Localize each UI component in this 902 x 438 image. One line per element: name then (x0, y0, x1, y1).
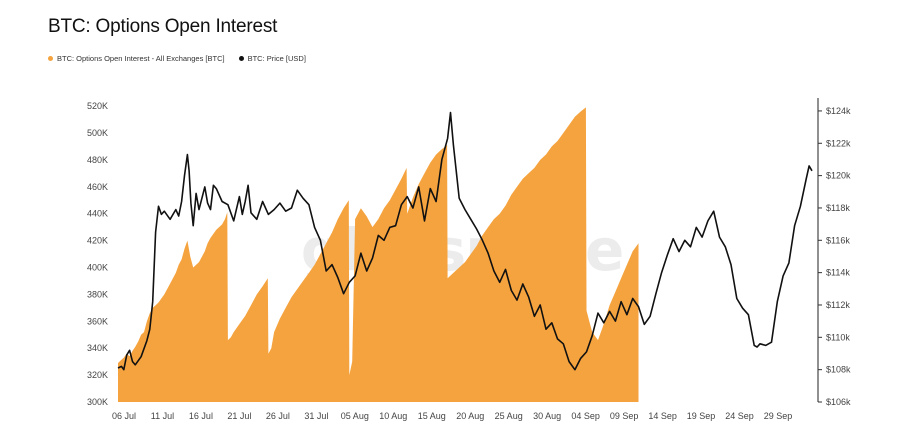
x-tick-label: 15 Aug (418, 411, 446, 421)
x-tick-label: 16 Jul (189, 411, 213, 421)
y-left-tick-label: 480K (87, 155, 108, 165)
y-left-tick-label: 340K (87, 343, 108, 353)
y-right-tick-label: $122k (826, 138, 851, 148)
price-line (117, 111, 813, 371)
legend-swatch-open-interest (48, 56, 53, 61)
y-left-tick-label: 380K (87, 289, 108, 299)
x-tick-label: 11 Jul (151, 411, 174, 421)
legend-item-price[interactable]: BTC: Price [USD] (238, 54, 306, 63)
y-right-tick-label: $120k (826, 171, 851, 181)
x-tick-label: 26 Jul (266, 411, 290, 421)
chart-title: BTC: Options Open Interest (48, 16, 278, 37)
y-left-tick-label: 420K (87, 236, 108, 246)
x-tick-label: 20 Aug (456, 411, 484, 421)
y-right-tick-label: $114k (826, 268, 850, 278)
x-tick-label: 04 Sep (571, 411, 600, 421)
x-tick-label: 25 Aug (495, 411, 523, 421)
y-left-tick-label: 440K (87, 209, 108, 219)
legend: BTC: Options Open Interest - All Exchang… (48, 54, 306, 63)
x-tick-label: 30 Aug (533, 411, 561, 421)
x-tick-label: 05 Aug (341, 411, 369, 421)
x-tick-label: 06 Jul (112, 411, 136, 421)
y-left-tick-label: 460K (87, 182, 108, 192)
legend-swatch-price (238, 56, 244, 61)
x-tick-label: 29 Sep (764, 411, 793, 421)
x-tick-label: 19 Sep (687, 411, 716, 421)
x-tick-label: 14 Sep (648, 411, 677, 421)
x-tick-label: 31 Jul (304, 411, 328, 421)
y-left-tick-label: 300K (87, 397, 108, 407)
y-left-tick-label: 520K (87, 101, 108, 111)
x-tick-label: 21 Jul (227, 411, 251, 421)
y-right-tick-label: $118k (826, 203, 850, 213)
y-left-tick-label: 500K (87, 128, 108, 138)
y-right-tick-label: $112k (826, 300, 850, 310)
y-left-tick-label: 320K (87, 370, 108, 380)
legend-label-open-interest: BTC: Options Open Interest - All Exchang… (57, 54, 225, 63)
x-axis: 06 Jul 11 Jul 16 Jul 21 Jul 26 Jul 31 Jul 05 A… (112, 411, 792, 421)
y-left-tick-label: 400K (87, 262, 108, 272)
y-right-tick-label: $116k (826, 235, 850, 245)
x-tick-label: 24 Sep (725, 411, 754, 421)
y-right-tick-label: $124k (826, 106, 851, 116)
y-left-tick-label: 360K (87, 316, 108, 326)
right-y-axis: $106k $108k $110k $112k $114k $116k $118k $120k… (818, 106, 851, 407)
y-right-tick-label: $110k (826, 332, 850, 342)
open-interest-area (118, 107, 639, 403)
y-right-tick-label: $106k (826, 397, 851, 407)
x-tick-label: 09 Sep (610, 411, 639, 421)
legend-label-price: BTC: Price [USD] (247, 54, 306, 63)
x-tick-label: 10 Aug (379, 411, 407, 421)
left-y-axis: 300K 320K 340K 360K 380K 400K 420K 440K 460K 480K… (87, 101, 108, 407)
y-right-tick-label: $108k (826, 365, 851, 375)
legend-item-open-interest[interactable]: BTC: Options Open Interest - All Exchang… (48, 54, 225, 63)
